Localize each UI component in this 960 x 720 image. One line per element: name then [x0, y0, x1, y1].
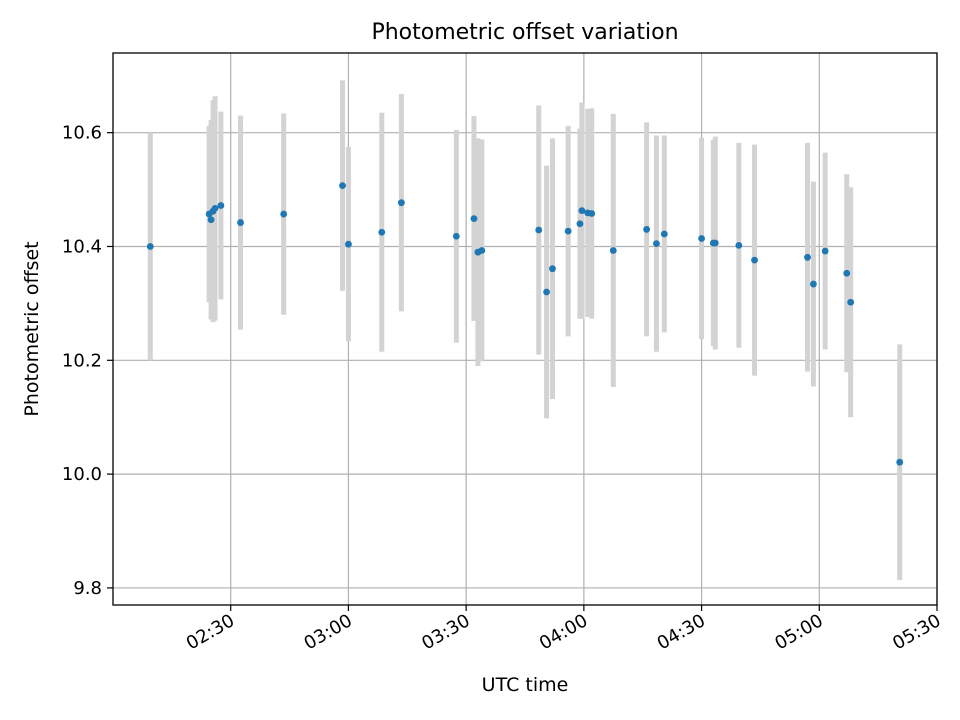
data-point	[609, 247, 617, 254]
data-point	[549, 265, 556, 273]
data-point	[345, 240, 352, 248]
data-point	[643, 226, 651, 233]
data-point	[804, 253, 811, 261]
data-point	[653, 240, 660, 248]
data-point	[810, 280, 817, 288]
data-points	[146, 182, 904, 466]
data-point	[576, 220, 584, 228]
data-point	[588, 210, 596, 217]
data-point	[578, 207, 586, 215]
data-point	[211, 204, 219, 212]
chart-title: Photometric offset variation	[371, 20, 678, 45]
data-point	[751, 256, 758, 264]
data-point	[535, 226, 543, 234]
data-point	[470, 215, 478, 223]
data-point	[698, 235, 705, 242]
data-point	[896, 458, 904, 466]
x-axis-label: UTC time	[482, 674, 569, 696]
y-tick-label: 10.2	[62, 350, 102, 371]
data-point	[660, 230, 668, 238]
data-point	[735, 241, 743, 249]
data-point	[146, 243, 154, 250]
data-point	[339, 182, 346, 189]
data-point	[237, 219, 244, 226]
y-axis-label: Photometric offset	[21, 241, 43, 416]
y-tick-label: 10.6	[62, 123, 102, 144]
y-tick-label: 10.0	[62, 464, 102, 485]
data-point	[217, 202, 225, 209]
y-axis-ticks: 9.8 10.0 10.2 10.4 10.6	[62, 123, 113, 599]
data-point	[564, 227, 572, 235]
plot-frame	[112, 52, 938, 606]
data-point	[843, 269, 851, 277]
data-point	[280, 210, 288, 218]
data-point	[398, 199, 405, 207]
data-point	[452, 232, 460, 240]
y-tick-label: 10.4	[62, 236, 102, 257]
data-point	[821, 247, 829, 255]
data-point	[478, 247, 486, 254]
data-point	[378, 228, 386, 236]
data-point	[207, 216, 215, 224]
y-tick-label: 9.8	[73, 578, 102, 599]
data-point	[543, 288, 550, 296]
data-point	[847, 298, 855, 306]
data-point	[711, 239, 719, 247]
